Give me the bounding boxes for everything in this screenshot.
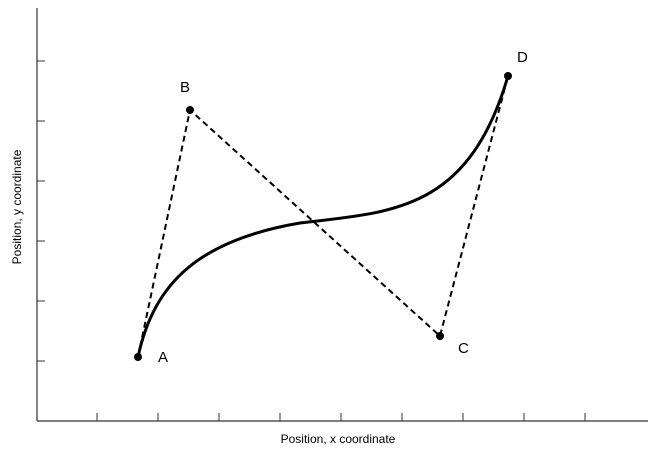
point-d [504, 72, 512, 80]
x-axis-label: Position, x coordinate [281, 432, 396, 446]
x-ticks [96, 413, 586, 421]
point-c [436, 332, 444, 340]
y-axis-label: Position, y coordinate [10, 149, 24, 264]
bezier-curve [136, 74, 510, 359]
point-c-label: C [458, 340, 469, 357]
point-b [186, 106, 194, 114]
axes: Position, x coordinate Position, y coord… [10, 8, 648, 446]
point-d-label: D [517, 49, 528, 66]
point-b-label: B [180, 79, 190, 96]
control-polygon [137, 75, 509, 358]
control-points: A B C D [134, 49, 528, 366]
point-a-label: A [158, 349, 168, 366]
y-ticks [37, 60, 45, 362]
point-a [134, 353, 142, 361]
